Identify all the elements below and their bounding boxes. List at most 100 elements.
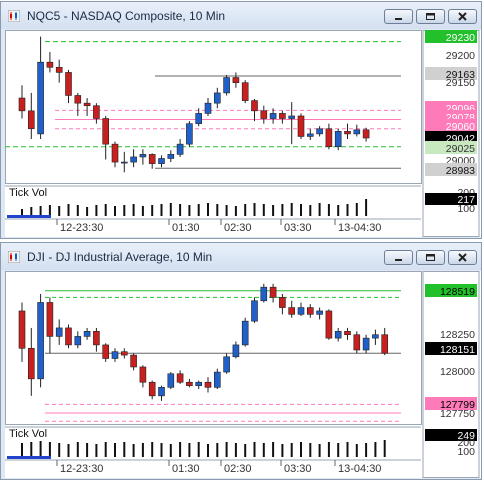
- price-label: 29150: [446, 77, 475, 89]
- candle-body: [18, 310, 26, 349]
- maximize-button[interactable]: [416, 250, 445, 265]
- candle-body: [204, 102, 212, 114]
- price-label: 127799: [440, 399, 475, 411]
- maximize-button[interactable]: [416, 9, 445, 24]
- candle-body: [223, 77, 230, 94]
- chart-window-dji[interactable]: DJI - DJ Industrial Average, 10 Min Tick…: [0, 242, 482, 480]
- volume-bar: [253, 203, 256, 216]
- volume-bar: [104, 442, 107, 457]
- volume-bar: [225, 442, 228, 457]
- candle-body: [130, 354, 137, 368]
- volume-bar: [123, 205, 126, 216]
- candle-body: [353, 334, 361, 351]
- volume-bar: [188, 443, 191, 457]
- candle-body: [37, 302, 44, 380]
- price-chart[interactable]: Tick Vol 12-23:30 01:30 02:30 03:30 13-04:30 1…: [5, 271, 481, 478]
- candle-body: [223, 356, 230, 373]
- candle-body: [27, 110, 35, 130]
- price-chart[interactable]: Tick Vol 12-23:30 01:30 02:30 03:30 13-04:30 2…: [5, 30, 481, 237]
- volume-bar: [114, 443, 116, 457]
- volume-bar: [346, 204, 349, 216]
- price-chart-area[interactable]: Tick Vol 12-23:30 01:30 02:30 03:30 13-04:30 2…: [5, 30, 481, 237]
- volume-bar: [225, 205, 228, 216]
- volume-bar: [346, 442, 349, 457]
- volume-bar: [58, 443, 61, 457]
- candle-body: [121, 161, 128, 164]
- volume-bar: [95, 444, 98, 457]
- candle-body: [93, 331, 100, 346]
- candle-body: [279, 297, 286, 308]
- candle-body: [176, 143, 184, 155]
- volume-bar: [39, 441, 42, 457]
- minimize-button[interactable]: [384, 9, 413, 24]
- time-label: 03:30: [284, 222, 312, 234]
- volume-bar: [141, 443, 144, 457]
- candle-body: [111, 351, 119, 359]
- candle-body: [158, 387, 165, 397]
- price-label-bg: [425, 67, 477, 80]
- candle-body: [316, 310, 323, 315]
- volume-label-bg: [425, 193, 477, 205]
- volume-bar: [39, 206, 42, 216]
- close-icon: [458, 12, 467, 21]
- price-label-bg: [425, 30, 477, 43]
- candle-body: [381, 334, 389, 354]
- volume-label-bg: [425, 429, 477, 441]
- close-button[interactable]: [448, 9, 477, 24]
- volume-label: 249: [457, 430, 475, 442]
- volume-bar: [244, 444, 247, 457]
- chart-window-nqc5[interactable]: NQC5 - NASDAQ Composite, 10 Min Tick Vol…: [0, 1, 482, 239]
- volume-bar: [160, 443, 163, 457]
- candle-body: [344, 331, 351, 336]
- price-label: 128519: [440, 286, 475, 298]
- volume-bar: [58, 206, 61, 216]
- candle-body: [288, 307, 296, 315]
- candle-body: [372, 334, 379, 339]
- volume-bar: [104, 204, 107, 216]
- candle-body: [167, 154, 175, 159]
- candle-body: [148, 154, 156, 164]
- volume-bar: [309, 205, 312, 216]
- volume-bar: [197, 442, 200, 457]
- minimize-button[interactable]: [384, 250, 413, 265]
- volume-bar: [197, 204, 200, 216]
- chart-app-icon: [8, 251, 20, 263]
- candle-body: [362, 337, 370, 351]
- time-label: 02:30: [224, 222, 252, 234]
- volume-bar: [67, 204, 70, 216]
- candle-body: [306, 307, 314, 315]
- price-label-bg: [425, 119, 477, 132]
- volume-bar: [207, 444, 209, 457]
- volume-bar: [21, 209, 23, 216]
- volume-bar: [355, 203, 358, 216]
- candle-body: [83, 331, 91, 337]
- price-label: 128151: [440, 344, 475, 356]
- volume-bar: [365, 443, 368, 457]
- volume-bar: [300, 442, 302, 457]
- price-chart-area[interactable]: Tick Vol 12-23:30 01:30 02:30 03:30 13-04:30 1…: [5, 271, 481, 478]
- title-bar[interactable]: DJI - DJ Industrial Average, 10 Min: [1, 243, 481, 270]
- volume-bar: [169, 203, 172, 216]
- candle-body: [325, 128, 333, 148]
- candle-body: [102, 344, 109, 359]
- candle-body: [186, 381, 193, 386]
- candle-body: [102, 118, 109, 145]
- time-label: 13-04:30: [338, 463, 381, 475]
- volume-bar: [318, 444, 321, 457]
- candle-body: [353, 129, 361, 135]
- price-label-bg: [425, 284, 477, 297]
- volume-title: Tick Vol: [9, 187, 47, 199]
- price-axis: [422, 271, 480, 478]
- volume-bar: [86, 443, 89, 457]
- candle-body: [214, 371, 221, 388]
- window-title: DJI - DJ Industrial Average, 10 Min: [27, 250, 213, 264]
- volume-bar: [188, 205, 191, 216]
- title-bar[interactable]: NQC5 - NASDAQ Composite, 10 Min: [1, 2, 481, 29]
- close-button[interactable]: [448, 250, 477, 265]
- candle-body: [139, 154, 147, 158]
- time-label: 13-04:30: [338, 222, 381, 234]
- candle-body: [111, 143, 119, 163]
- volume-bar: [374, 442, 377, 457]
- volume-baseline: [7, 456, 51, 459]
- price-label-bg: [425, 342, 477, 355]
